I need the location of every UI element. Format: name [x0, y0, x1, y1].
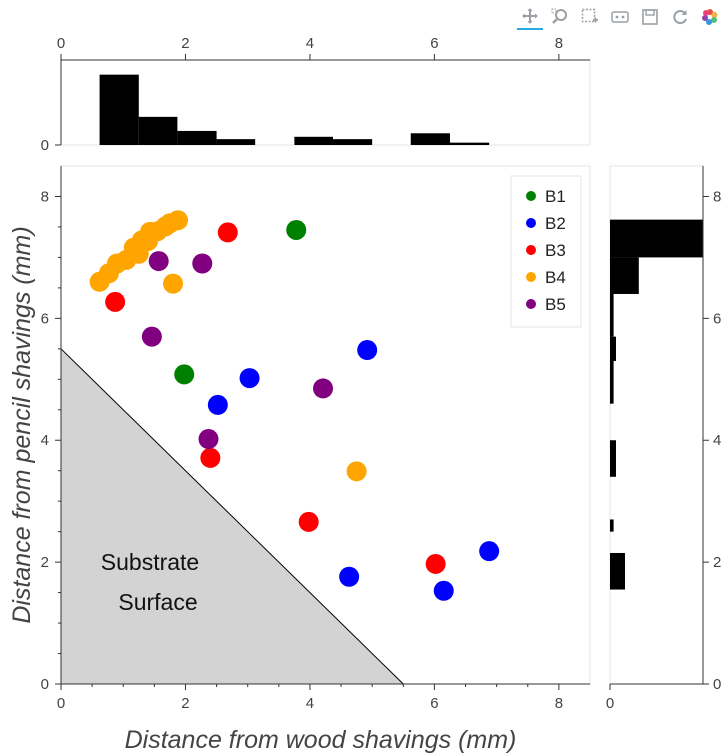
top-hist-x-tick-label: 0: [57, 35, 65, 52]
hover-tool-icon[interactable]: [607, 5, 633, 29]
point-b5: [313, 378, 334, 399]
point-b1: [174, 364, 195, 385]
point-b5: [141, 326, 162, 347]
top-hist-bar: [294, 136, 333, 145]
top-hist-x-tick-label: 2: [181, 35, 189, 52]
x-tick-label: 4: [306, 695, 314, 712]
x-tick-label: 6: [430, 695, 438, 712]
point-b4: [163, 273, 184, 294]
top-hist-x-tick-label: 8: [555, 35, 563, 52]
legend-label-b5: B5: [545, 295, 566, 314]
pan-tool-icon[interactable]: [517, 4, 543, 30]
right-hist-y-tick-label: 4: [713, 432, 721, 449]
point-b3: [217, 222, 238, 243]
right-hist-bar: [610, 219, 703, 258]
right-hist-y-tick-label: 2: [713, 554, 721, 571]
legend-label-b3: B3: [545, 241, 566, 260]
right-histogram: 0 0 2 4 6 8: [606, 165, 721, 712]
point-b4: [168, 210, 189, 231]
save-tool-icon[interactable]: [637, 5, 663, 29]
x-tick-label: 0: [57, 695, 65, 712]
point-b4: [346, 461, 367, 482]
top-hist-bar: [410, 133, 450, 145]
point-b2: [357, 340, 378, 361]
point-b2: [339, 566, 360, 587]
point-b2: [239, 368, 260, 389]
top-hist-bar: [99, 74, 139, 145]
legend-marker-b3: [526, 245, 536, 255]
x-tick-label: 2: [181, 695, 189, 712]
x-tick-label: 8: [555, 695, 563, 712]
legend-marker-b2: [526, 218, 536, 228]
top-hist-x-tick-label: 4: [306, 35, 314, 52]
substrate-label-line1: Substrate: [101, 549, 199, 575]
top-hist-bar: [449, 142, 490, 145]
bokeh-logo[interactable]: [697, 5, 723, 29]
top-hist-bar: [138, 116, 178, 145]
substrate-label-line2: Surface: [118, 589, 197, 615]
right-hist-bar: [610, 361, 614, 404]
point-b5: [148, 251, 169, 272]
legend-label-b1: B1: [545, 187, 566, 206]
point-b2: [433, 580, 454, 601]
x-axis-label: Distance from wood shavings (mm): [125, 726, 517, 754]
top-hist-bar: [216, 139, 256, 145]
point-b3: [425, 553, 446, 574]
legend: B1 B2 B3 B4 B5: [510, 175, 582, 328]
y-axis-label: Distance from pencil shavings (mm): [8, 226, 36, 623]
top-hist-bar: [332, 139, 373, 145]
legend-marker-b5: [526, 299, 536, 309]
top-hist-x-tick-label: 6: [430, 35, 438, 52]
box-zoom-tool-icon[interactable]: [547, 5, 573, 29]
right-hist-bar: [610, 519, 614, 532]
reset-tool-icon[interactable]: [667, 5, 693, 29]
chart-toolbar: [517, 4, 723, 30]
right-hist-bar: [610, 257, 639, 294]
right-hist-y-tick-label: 0: [713, 676, 721, 693]
legend-marker-b1: [526, 191, 536, 201]
top-hist-bar: [177, 130, 217, 145]
legend-label-b4: B4: [545, 268, 566, 287]
y-tick-label: 2: [41, 554, 49, 571]
right-hist-bar: [610, 440, 616, 477]
point-b5: [198, 429, 219, 450]
legend-marker-b4: [526, 272, 536, 282]
point-b3: [298, 511, 319, 532]
box-select-tool-icon[interactable]: [577, 5, 603, 29]
point-b5: [192, 253, 213, 274]
right-hist-x-tick-label: 0: [606, 695, 614, 712]
point-b2: [479, 541, 500, 562]
main-scatter-plot[interactable]: Substrate Surface 0 2 4 6 8 0 2 4 6 8 B1 B2 B3 B4 B5: [41, 165, 591, 712]
y-tick-label: 0: [41, 676, 49, 693]
point-b3: [200, 447, 221, 468]
point-b1: [286, 219, 307, 240]
right-hist-y-tick-label: 8: [713, 188, 721, 205]
point-b2: [207, 394, 228, 415]
substrate-boundary-line: [60, 348, 404, 685]
right-hist-bar: [610, 552, 625, 590]
y-tick-label: 6: [41, 310, 49, 327]
legend-label-b2: B2: [545, 214, 566, 233]
legend-box: [510, 175, 582, 328]
top-hist-y-tick-label: 0: [41, 137, 49, 154]
point-b3: [105, 291, 126, 312]
right-hist-bar: [610, 293, 614, 337]
right-hist-bar: [610, 336, 616, 362]
y-tick-label: 8: [41, 188, 49, 205]
y-tick-label: 4: [41, 432, 49, 449]
top-histogram: 0 2 4 6 8 0: [41, 35, 591, 154]
right-hist-y-tick-label: 6: [713, 310, 721, 327]
